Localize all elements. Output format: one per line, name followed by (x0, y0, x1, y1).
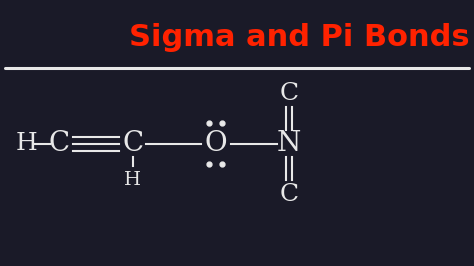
Text: H: H (124, 171, 141, 189)
Text: C: C (122, 130, 143, 157)
Text: C: C (280, 82, 299, 105)
Text: H: H (15, 132, 37, 155)
Text: N: N (277, 130, 301, 157)
Text: C: C (49, 130, 70, 157)
Text: C: C (280, 183, 299, 206)
Text: Sigma and Pi Bonds: Sigma and Pi Bonds (128, 23, 469, 52)
Text: O: O (204, 130, 227, 157)
